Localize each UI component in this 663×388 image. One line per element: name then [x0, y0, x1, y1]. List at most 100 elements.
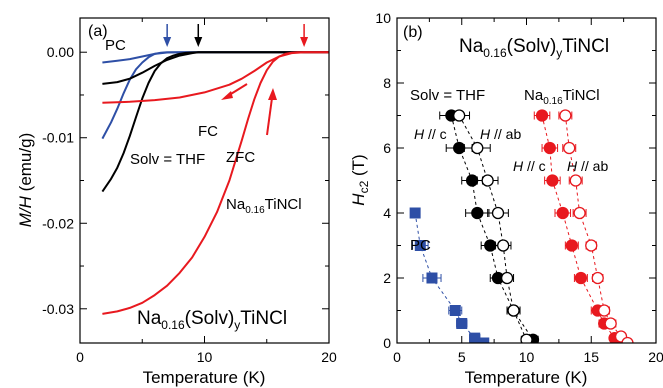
panel-b-x-tick-label: 0 [393, 349, 401, 365]
data-point [591, 271, 604, 285]
panel-a-y-tick-label: -0.02 [42, 215, 74, 231]
panel-a-y-axis-symbol: M/H [16, 195, 35, 227]
panel-b-y-tick-label: 10 [375, 10, 391, 26]
panel-b-y-tick-label: 6 [383, 140, 391, 156]
series-tincl-h-c-guide-line [541, 115, 622, 343]
panel-b-y-tick-label: 8 [383, 75, 391, 91]
panel-a-x-tick-label: 20 [321, 349, 337, 365]
data-point [409, 207, 421, 219]
series-tincl-h-ab [558, 109, 634, 343]
panel-a-x-tick-label: 0 [76, 349, 84, 365]
series-pc [409, 207, 490, 343]
annotation-compound-red-a: Na0.16TiNCl [226, 196, 302, 216]
panel-b-y-axis-symbol: H [349, 193, 368, 206]
data-point [449, 305, 461, 316]
panel-a-y-axis-unit: (emu/g) [16, 133, 35, 196]
data-point [598, 304, 611, 317]
panel-b-y-axis-unit: (T) [349, 154, 368, 180]
data-point [543, 141, 556, 155]
data-point [535, 109, 549, 122]
data-point [478, 337, 490, 343]
annotation-h-ab-black: H // ab [480, 126, 521, 142]
curve-pc-fc [102, 51, 329, 64]
panel-b-tick-marks [396, 17, 657, 344]
panel-a-y-axis-title: M/H (emu/g) [16, 133, 35, 227]
panel-a-label: (a) [88, 23, 108, 40]
panel-b-label: (b) [403, 24, 423, 41]
panel-b-hc2-chart: 0 2 4 6 8 10 0 5 10 15 20 (b) Temperature (K) Hc2… [349, 10, 663, 387]
data-point [569, 174, 582, 187]
panel-a-magnetization-chart: 0.00 -0.01 -0.02 -0.03 0 10 20 (a) Temperatur… [16, 17, 337, 387]
data-point [465, 174, 479, 187]
panel-a-series-group [101, 51, 329, 315]
data-point [471, 141, 484, 155]
panel-b-series-group [409, 109, 634, 343]
panel-b-x-tick-label: 20 [648, 349, 663, 365]
panel-a-y-tick-label: -0.01 [42, 130, 74, 146]
series-tincl-h-c [533, 109, 628, 343]
panel-b-y-axis-title: Hc2 (T) [349, 154, 371, 205]
panel-a-x-tick-labels: 0 10 20 [76, 349, 337, 365]
curve-tincl-fc [102, 51, 329, 104]
data-point [573, 206, 586, 220]
data-point [497, 239, 510, 252]
panel-a-tick-marks [79, 18, 330, 343]
annotation-h-ab-red: H // ab [567, 158, 608, 174]
data-point [556, 206, 569, 220]
annotation-compound-top: Na0.16(Solv)yTiNCl [459, 36, 609, 60]
panel-a-y-tick-label: -0.03 [42, 301, 74, 317]
data-point [456, 318, 468, 329]
annotation-pc-a: PC [105, 37, 126, 54]
annotation-h-c-red: H // c [513, 158, 546, 174]
curve-thf-fc [102, 51, 329, 85]
data-point [507, 304, 520, 317]
panel-a-y-tick-labels: 0.00 -0.01 -0.02 -0.03 [42, 44, 74, 317]
series-tincl-h-ab-guide-line [564, 115, 628, 343]
panel-b-y-tick-label: 4 [383, 205, 391, 221]
annotation-solv-thf-b: Solv = THF [410, 87, 485, 104]
panel-b-x-tick-label: 15 [583, 349, 599, 365]
data-point [471, 206, 484, 220]
data-point [426, 272, 438, 284]
data-point [574, 271, 588, 285]
panel-b-x-axis-title: Temperature (K) [465, 368, 588, 387]
annotation-pc-b: PC [410, 237, 431, 254]
zfc-arrow [266, 97, 273, 136]
annotation-h-c-black: H // c [414, 126, 447, 142]
annotation-fc: FC [198, 123, 218, 140]
data-point [453, 109, 466, 122]
curve-tincl-zfc [102, 51, 329, 315]
curve-thf-zfc [101, 51, 329, 193]
data-point [559, 109, 572, 122]
panel-a-x-tick-label: 10 [197, 349, 213, 365]
data-point [481, 174, 494, 187]
data-point [491, 206, 505, 220]
panel-a-tc-arrows [163, 24, 309, 47]
annotation-solv-thf-a: Solv = THF [130, 151, 205, 168]
annotation-zfc: ZFC [226, 149, 255, 166]
tc-arrow-head [163, 37, 172, 47]
data-point [520, 333, 533, 343]
data-point [500, 271, 514, 285]
panel-b-x-tick-labels: 0 5 10 15 20 [393, 349, 663, 365]
data-point [565, 239, 578, 252]
annotation-compound-bottom: Na0.16(Solv)yTiNCl [137, 308, 287, 332]
data-point [414, 240, 426, 251]
panel-a-y-tick-label: 0.00 [47, 44, 74, 60]
annotation-compound-red-b: Na0.16TiNCl [524, 87, 600, 107]
panel-b-y-axis-subscript: c2 [357, 180, 371, 193]
panel-a-x-axis-title: Temperature (K) [143, 368, 266, 387]
data-point [469, 332, 481, 343]
series-thf-h-ab [448, 109, 533, 343]
data-point [585, 239, 598, 252]
tc-arrow-head [194, 37, 203, 47]
fc-arrowhead [221, 91, 233, 100]
data-point [604, 317, 617, 330]
zfc-arrowhead [268, 88, 277, 100]
panel-b-x-tick-label: 5 [458, 349, 466, 365]
tc-arrow-head [300, 37, 309, 47]
panel-b-y-tick-labels: 0 2 4 6 8 10 [375, 10, 391, 351]
panel-b-y-tick-label: 0 [383, 335, 391, 351]
data-point [563, 141, 576, 155]
